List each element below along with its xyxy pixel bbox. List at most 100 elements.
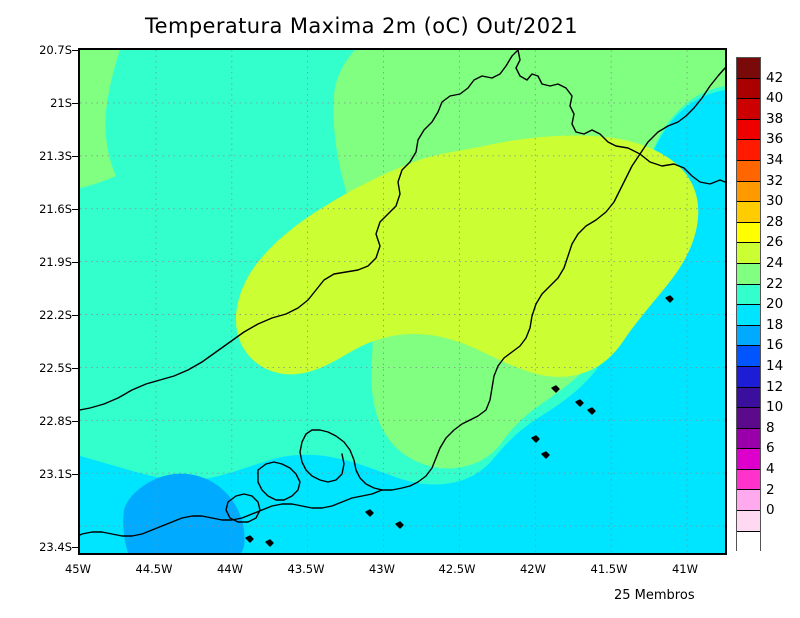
colorbar-swatch [737,531,760,553]
colorbar-swatch [737,387,760,409]
coastline-bay-detail [225,493,261,523]
colorbar-swatch [737,78,760,100]
colorbar-tick-label: 18 [766,316,784,333]
island-dot-2 [395,521,404,529]
ytick-mark [72,262,78,264]
colorbar-swatch [737,58,760,79]
xtick-label: 43.5W [287,562,325,576]
ytick-label: 21.6S [39,202,72,216]
ytick-label: 21S [50,96,72,110]
colorbar-swatch [737,119,760,141]
ytick-mark [72,209,78,211]
coastline-west-arm [80,489,383,537]
colorbar-tick-label: 30 [766,193,784,210]
colorbar-tick-label: 36 [766,131,784,148]
island-dot-7 [587,407,596,415]
island-dot-5 [551,385,560,393]
colorbar-tick-label: 2 [766,481,775,498]
ytick-label: 20.7S [39,43,72,57]
coastline-main [381,67,725,491]
colorbar-tick-label: 6 [766,440,775,457]
xtick-label: 44.5W [135,562,173,576]
contour-band-26-28 [80,50,120,188]
ytick-mark [72,103,78,105]
contour-band-28-30 [236,135,699,377]
xtick-label: 42W [519,562,547,576]
colorbar-tick-label: 32 [766,172,784,189]
xtick-label: 41W [671,562,699,576]
coastline-and-borders [80,50,725,547]
xtick-label: 41.5W [590,562,628,576]
temperature-field-map [80,50,725,553]
ytick-mark [72,315,78,317]
ytick-label: 22.2S [39,308,72,322]
colorbar-tick-label: 26 [766,234,784,251]
colorbar-tick-label: 40 [766,90,784,107]
ytick-label: 22.5S [39,361,72,375]
chart-title: Temperatura Maxima 2m (oC) Out/2021 [144,14,578,38]
island-dot-3 [245,535,254,543]
island-dot-8 [531,435,540,443]
colorbar-tick-label: 12 [766,378,784,395]
ytick-mark [72,547,78,549]
island-dot-10 [665,295,674,303]
island-dot-6 [575,399,584,407]
colorbar-tick-label: 38 [766,110,784,127]
colorbar-tick-label: 0 [766,502,775,519]
colorbar-tick-label: 22 [766,275,784,292]
colorbar-tick-label: 10 [766,399,784,416]
xtick-label: 42.5W [438,562,476,576]
colorbar-tick-label: 34 [766,152,784,168]
colorbar-swatch [737,469,760,491]
coastline-rio-bay [299,429,383,491]
island-dot-9 [541,451,550,459]
ytick-mark [72,368,78,370]
colorbar-tick-label: 4 [766,461,775,477]
island-dot-4 [265,539,274,547]
colorbar-swatch [737,202,760,223]
ytick-label: 23.1S [39,467,72,481]
xtick-label: 43W [368,562,396,576]
state-border-north [515,50,725,185]
colorbar-tick-label: 42 [766,69,784,86]
colorbar-tick-label: 8 [766,419,775,436]
colorbar-swatch [737,99,760,120]
ytick-label: 21.9S [39,255,72,269]
contour-band-20-22 [123,473,245,553]
colorbar-swatch [737,305,760,326]
colorbar-swatch [737,366,760,388]
colorbar-swatch [737,490,760,512]
colorbar-swatch [737,160,760,182]
colorbar-tick-label: 28 [766,213,784,230]
colorbar [736,57,761,553]
coastline-island-complex [257,461,301,501]
map-plot-area [78,48,727,555]
colorbar-swatch [737,428,760,450]
colorbar-swatch [737,222,760,244]
colorbar-swatch [737,325,760,347]
ytick-mark [72,50,78,52]
cool-patch-layer [123,473,245,553]
ytick-label: 22.8S [39,414,72,428]
colorbar-swatch [737,284,760,306]
members-note: 25 Membros [614,588,695,603]
colorbar-swatch [737,449,760,470]
colorbar-swatch [737,263,760,285]
ytick-mark [72,474,78,476]
colorbar-tick-label: 14 [766,358,784,374]
ytick-label: 23.4S [39,540,72,554]
state-border-west [80,50,519,411]
island-dot-1 [365,509,374,517]
colorbar-tick-label: 24 [766,255,784,271]
colorbar-tick-label: 20 [766,296,784,313]
colorbar-swatch [737,511,760,532]
ytick-mark [72,421,78,423]
colorbar-swatch [737,346,760,367]
grid-lines [80,50,725,553]
ytick-label: 21.3S [39,149,72,163]
xtick-label: 44W [216,562,244,576]
filled-contour-layer [80,50,725,553]
colorbar-swatch [737,243,760,264]
xtick-label: 45W [64,562,92,576]
